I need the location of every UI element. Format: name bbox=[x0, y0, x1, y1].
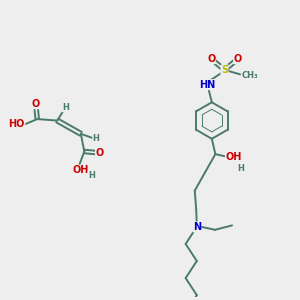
Text: H: H bbox=[93, 134, 100, 143]
Text: H: H bbox=[238, 164, 244, 173]
Text: S: S bbox=[221, 65, 228, 75]
Text: H: H bbox=[88, 171, 95, 180]
Text: CH₃: CH₃ bbox=[242, 71, 258, 80]
Text: O: O bbox=[95, 148, 104, 158]
Text: HO: HO bbox=[8, 119, 25, 129]
Text: N: N bbox=[193, 222, 201, 232]
Text: OH: OH bbox=[225, 152, 242, 162]
Text: O: O bbox=[234, 54, 242, 64]
Text: OH: OH bbox=[72, 165, 89, 175]
Text: HN: HN bbox=[199, 80, 215, 90]
Text: O: O bbox=[32, 99, 40, 109]
Text: O: O bbox=[207, 54, 215, 64]
Text: H: H bbox=[62, 103, 69, 112]
